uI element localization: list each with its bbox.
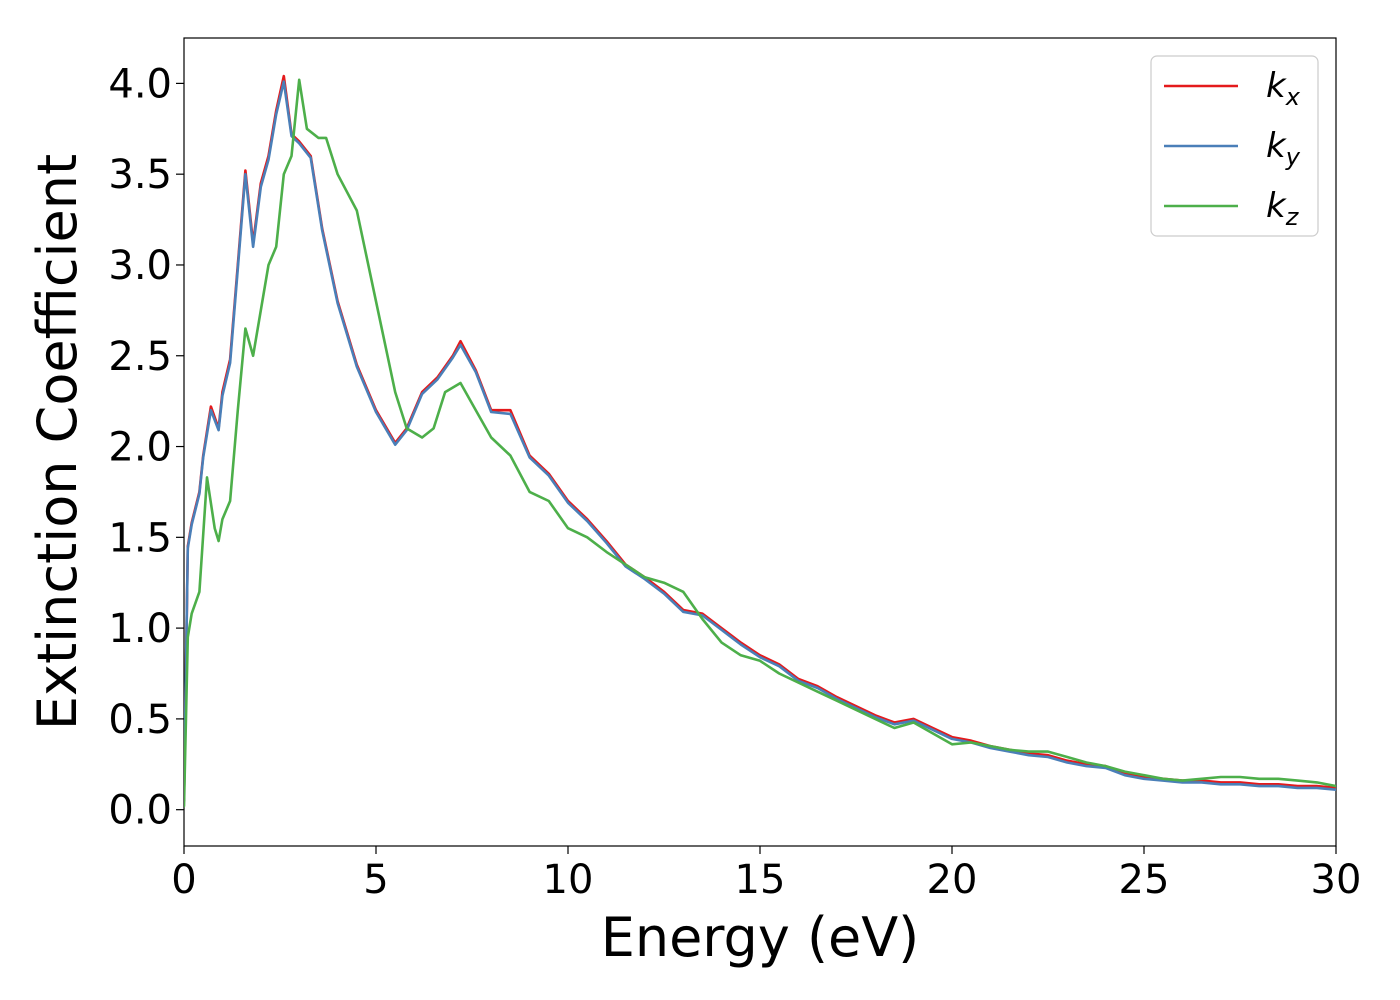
legend-label-subscript: y xyxy=(1285,143,1301,171)
x-tick-label: 15 xyxy=(735,857,786,903)
y-tick-label: 3.0 xyxy=(108,243,172,289)
x-tick-label: 25 xyxy=(1119,857,1170,903)
y-axis-ticks: 0.0 0.5 1.0 1.5 2.0 2.5 3.0 3.5 4.0 xyxy=(108,61,184,834)
y-tick-label: 4.0 xyxy=(108,61,172,107)
series-line-ky xyxy=(184,80,1336,802)
legend-label-base: k xyxy=(1266,66,1287,106)
legend-label-subscript: x xyxy=(1285,83,1301,111)
y-tick-label: 0.5 xyxy=(108,697,172,743)
x-axis-label: Energy (eV) xyxy=(601,906,920,969)
y-tick-label: 1.5 xyxy=(108,515,172,561)
y-tick-label: 3.5 xyxy=(108,152,172,198)
y-tick-label: 2.0 xyxy=(108,425,172,471)
x-tick-label: 10 xyxy=(543,857,594,903)
y-tick-label: 2.5 xyxy=(108,334,172,380)
plot-frame xyxy=(183,37,1337,847)
legend-label-ky: ky xyxy=(1266,126,1301,171)
x-tick-label: 30 xyxy=(1311,857,1362,903)
legend-label-base: k xyxy=(1266,186,1287,226)
legend-label-kx: kx xyxy=(1266,66,1301,111)
legend-label-kz: kz xyxy=(1266,186,1300,231)
legend-label-base: k xyxy=(1266,126,1287,166)
x-tick-label: 0 xyxy=(171,857,196,903)
series-line-kz xyxy=(184,78,1336,808)
plot-area xyxy=(183,37,1337,847)
series-layer xyxy=(184,74,1336,808)
y-tick-label: 1.0 xyxy=(108,606,172,652)
y-axis-label: Extinction Coefficient xyxy=(26,154,89,730)
legend-label-subscript: z xyxy=(1285,203,1300,231)
y-tick-label: 0.0 xyxy=(108,788,172,834)
x-tick-label: 20 xyxy=(927,857,978,903)
x-tick-label: 5 xyxy=(363,857,388,903)
x-axis-ticks: 0 5 10 15 20 25 30 xyxy=(171,846,1361,903)
